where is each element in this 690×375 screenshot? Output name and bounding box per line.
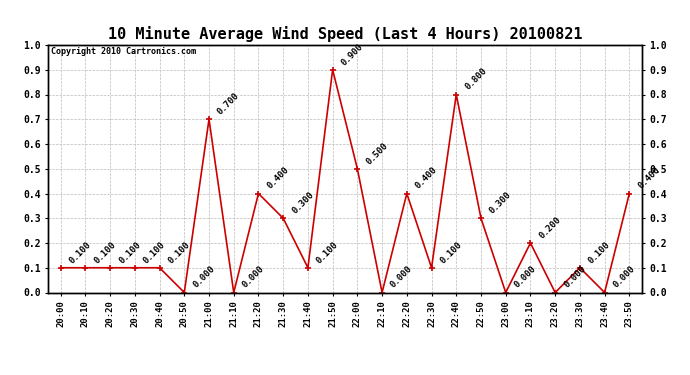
Text: 0.400: 0.400 bbox=[414, 165, 439, 191]
Text: 0.100: 0.100 bbox=[117, 240, 142, 265]
Text: 0.500: 0.500 bbox=[364, 141, 390, 166]
Text: 0.000: 0.000 bbox=[389, 264, 415, 290]
Text: 0.100: 0.100 bbox=[586, 240, 612, 265]
Text: 0.000: 0.000 bbox=[562, 264, 587, 290]
Text: 0.100: 0.100 bbox=[141, 240, 167, 265]
Text: 0.300: 0.300 bbox=[488, 190, 513, 216]
Text: 0.200: 0.200 bbox=[538, 215, 563, 240]
Text: 0.700: 0.700 bbox=[216, 91, 241, 117]
Text: 0.000: 0.000 bbox=[191, 264, 217, 290]
Text: 0.000: 0.000 bbox=[241, 264, 266, 290]
Text: Copyright 2010 Cartronics.com: Copyright 2010 Cartronics.com bbox=[51, 48, 196, 57]
Text: 0.000: 0.000 bbox=[611, 264, 637, 290]
Text: 0.400: 0.400 bbox=[266, 165, 290, 191]
Text: 0.400: 0.400 bbox=[636, 165, 662, 191]
Text: 0.300: 0.300 bbox=[290, 190, 315, 216]
Text: 0.900: 0.900 bbox=[339, 42, 365, 67]
Text: 0.100: 0.100 bbox=[92, 240, 118, 265]
Text: 0.100: 0.100 bbox=[68, 240, 93, 265]
Title: 10 Minute Average Wind Speed (Last 4 Hours) 20100821: 10 Minute Average Wind Speed (Last 4 Hou… bbox=[108, 27, 582, 42]
Text: 0.100: 0.100 bbox=[315, 240, 340, 265]
Text: 0.000: 0.000 bbox=[513, 264, 538, 290]
Text: 0.800: 0.800 bbox=[463, 66, 489, 92]
Text: 0.100: 0.100 bbox=[438, 240, 464, 265]
Text: 0.100: 0.100 bbox=[166, 240, 192, 265]
